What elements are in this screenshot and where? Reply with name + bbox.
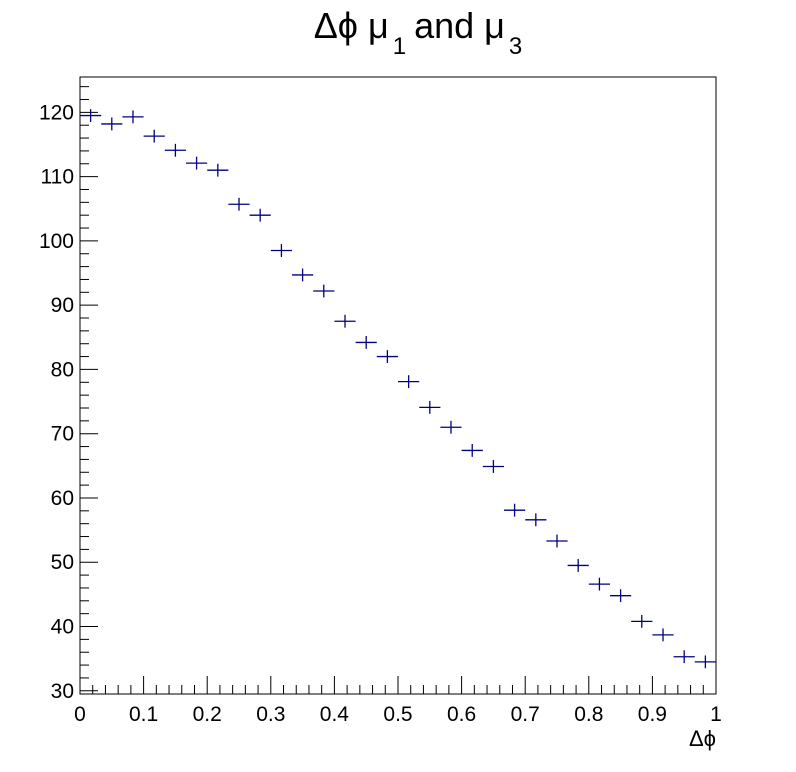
data-point: [567, 559, 589, 572]
title-mu-b: μ: [484, 5, 505, 46]
data-point: [313, 284, 335, 298]
data-point: [482, 460, 504, 473]
x-tick-label: 0.8: [574, 703, 603, 726]
data-point: [270, 244, 293, 257]
data-point: [631, 614, 653, 628]
data-point: [419, 400, 441, 414]
y-tick-label: 30: [51, 680, 74, 703]
data-point: [292, 268, 314, 282]
data-point: [525, 513, 547, 527]
title-and: and: [414, 5, 474, 46]
data-point: [101, 117, 123, 131]
x-tick-label: 0.1: [129, 703, 158, 726]
y-tick-label: 40: [51, 616, 74, 639]
data-point: [694, 655, 716, 669]
data-point: [80, 109, 102, 122]
y-tick-label: 100: [39, 230, 74, 253]
data-point: [503, 503, 526, 517]
y-tick-label: 80: [51, 358, 74, 381]
x-tick-label: 0.5: [383, 703, 412, 726]
y-tick-label: 90: [51, 294, 74, 317]
x-tick-label: 0: [74, 703, 86, 726]
y-tick-label: 110: [41, 166, 74, 189]
data-point: [440, 420, 462, 434]
data-point: [143, 129, 165, 143]
x-tick-label: 0.9: [638, 703, 667, 726]
y-axis-ticks: [80, 86, 98, 692]
title-mu-a: μ: [368, 5, 389, 46]
data-point: [588, 577, 611, 591]
x-axis-title: Δϕ: [689, 726, 716, 751]
data-point: [228, 197, 250, 211]
data-point: [652, 628, 674, 642]
title-sub-b: 3: [509, 33, 522, 60]
data-point: [376, 350, 398, 364]
x-tick-label: 0.4: [320, 703, 350, 726]
data-point: [207, 163, 229, 177]
data-point: [398, 375, 420, 389]
x-tick-label: 0.6: [447, 703, 476, 726]
x-tick-label: 1: [710, 703, 722, 726]
x-tick-label: 0.2: [193, 703, 222, 726]
data-point: [249, 208, 271, 222]
data-point: [546, 534, 568, 548]
data-point: [164, 143, 186, 157]
y-tick-label: 50: [51, 551, 74, 574]
data-point: [334, 314, 356, 328]
data-point: [673, 650, 695, 664]
x-axis-tick-labels: 0 0.1 0.2 0.3 0.4 0.5 0.6 0.7 0.8 0.9 1: [74, 703, 722, 726]
title-delta-phi: Δϕ: [314, 5, 358, 46]
y-axis-tick-labels: 30 40 50 60 70 80 90 100 110 120: [39, 101, 74, 702]
title-sub-a: 1: [393, 33, 406, 60]
data-point: [122, 110, 144, 124]
data-point: [610, 589, 632, 603]
chart-title: Δϕ μ 1 and μ 3: [314, 5, 523, 60]
data-point: [355, 336, 377, 349]
y-tick-label: 70: [51, 423, 74, 446]
y-tick-label: 60: [51, 487, 74, 510]
data-point: [461, 443, 483, 457]
data-point: [185, 156, 208, 170]
x-tick-label: 0.7: [511, 703, 540, 726]
x-tick-label: 0.3: [256, 703, 285, 726]
x-axis-ticks: [79, 676, 717, 694]
y-tick-label: 120: [39, 101, 74, 124]
data-markers: [80, 109, 716, 669]
